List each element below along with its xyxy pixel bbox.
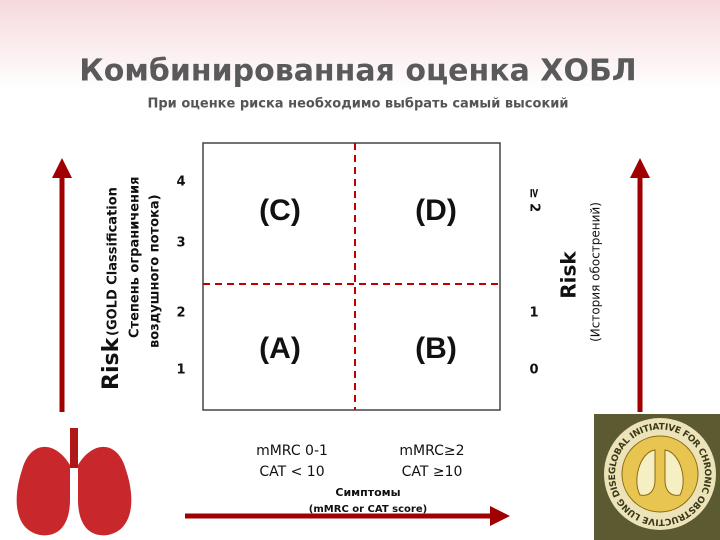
lungs <box>16 428 132 536</box>
header-bg <box>0 0 720 90</box>
quadrant: (D) <box>415 194 457 227</box>
axis-label: Симптомы <box>335 486 400 499</box>
axis-label: воздушного потока) <box>148 194 163 348</box>
quadrant: (A) <box>259 332 301 365</box>
symptom-label: mMRC≥2 <box>399 443 464 459</box>
quadrant: (B) <box>415 332 457 365</box>
quadrant: (C) <box>259 194 301 227</box>
grade: 2 <box>176 306 185 321</box>
symptom-label: CAT ≥10 <box>402 464 463 480</box>
axis-label: (GOLD Classification <box>106 187 121 336</box>
grade: 1 <box>529 306 538 321</box>
grade: 3 <box>176 236 185 251</box>
axis-label: Risk <box>557 251 581 299</box>
grid-box <box>202 142 501 411</box>
axis-label: (mMRC or CAT score) <box>309 504 427 515</box>
grade: 1 <box>176 363 185 378</box>
title: Комбинированная оценка ХОБЛ <box>79 54 636 89</box>
axis-label: (История обострений) <box>589 202 603 342</box>
axis-label: Степень ограничения <box>128 177 143 339</box>
subtitle: При оценке риска необходимо выбрать самы… <box>148 97 569 112</box>
grade: 4 <box>176 175 185 190</box>
symptom-label: mMRC 0-1 <box>256 443 328 459</box>
grade: 0 <box>529 363 538 378</box>
symptom-label: CAT < 10 <box>259 464 324 480</box>
grade: ≥ 2 <box>527 188 542 212</box>
axis-label: Risk <box>99 336 124 390</box>
